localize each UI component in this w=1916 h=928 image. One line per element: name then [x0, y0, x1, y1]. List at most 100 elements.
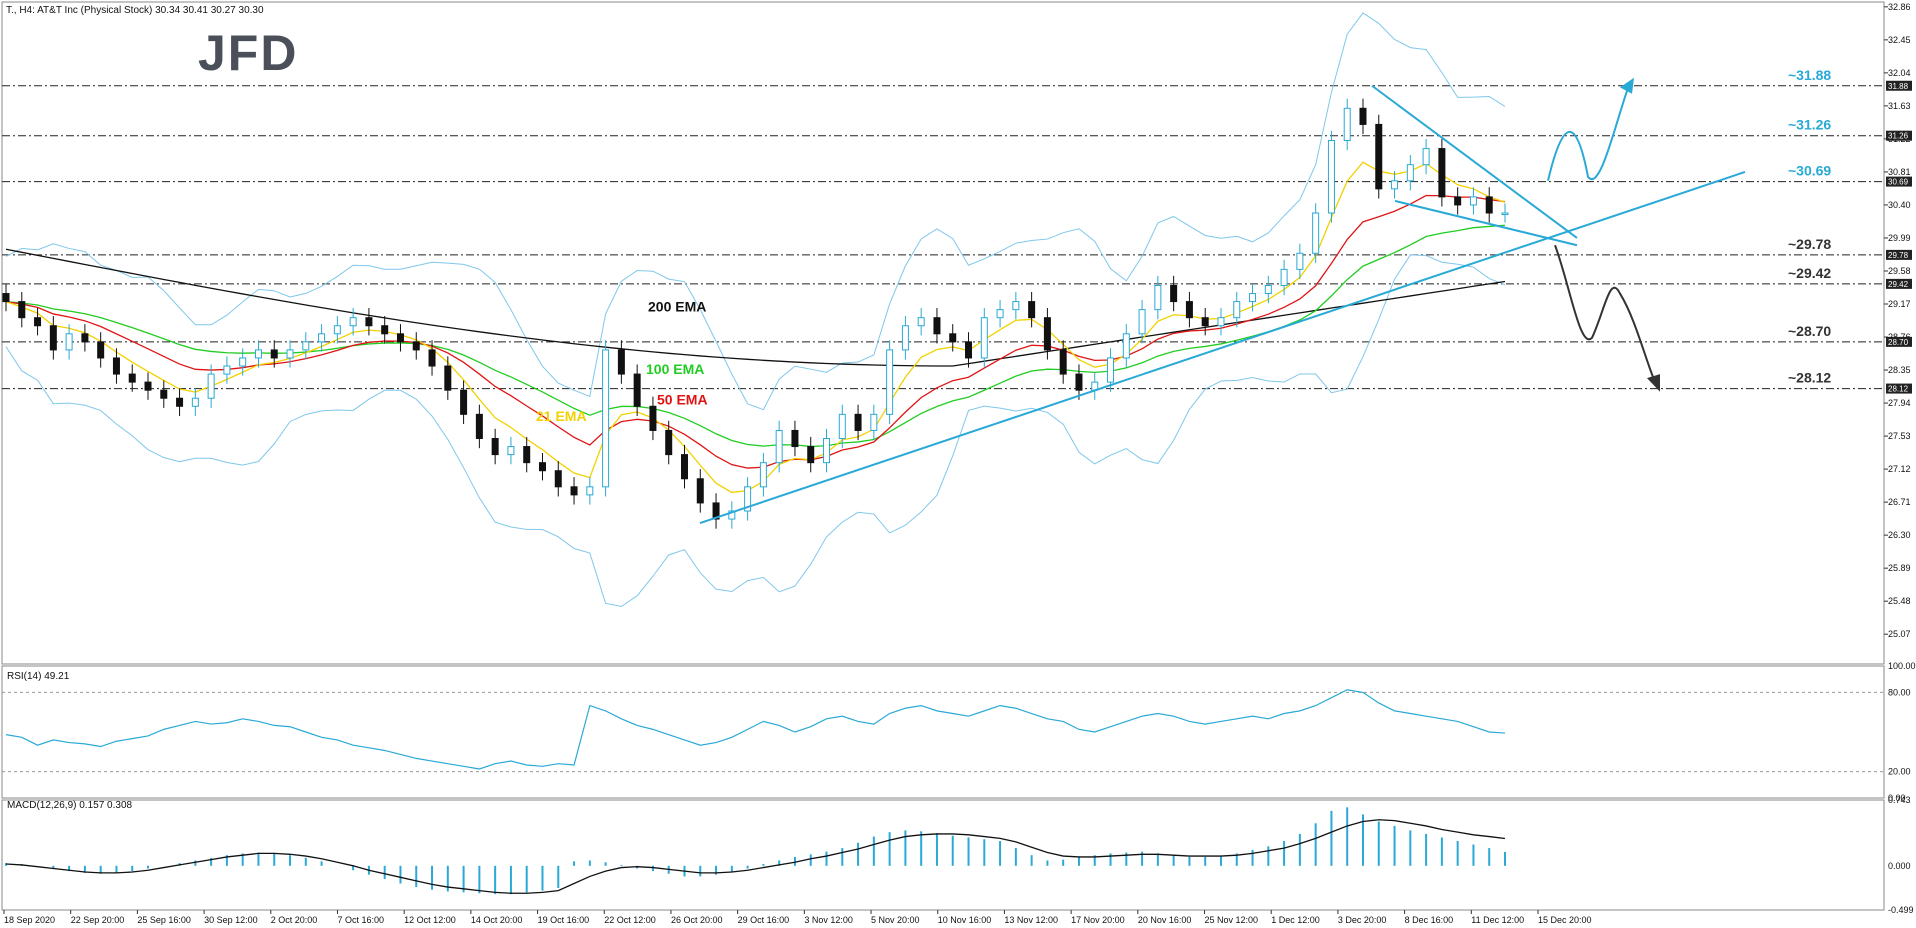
candle-body [1375, 123, 1383, 190]
axis-price-tag [1886, 249, 1912, 260]
rsi-label: RSI(14) 49.21 [7, 671, 70, 682]
ema-label: 200 EMA [648, 298, 706, 314]
candle-body [444, 365, 452, 391]
rsi-ytick-label: 100.00 [1888, 661, 1916, 671]
ema-label: 50 EMA [657, 392, 708, 408]
candle-body [1264, 284, 1272, 295]
candle-body [523, 446, 531, 464]
candle-body [901, 325, 909, 351]
candle-body [1469, 196, 1477, 206]
jfd-logo: JFD [198, 25, 296, 81]
xtick-label: 20 Nov 16:00 [1138, 915, 1192, 925]
axis-price-tag-label: 28.12 [1888, 385, 1909, 394]
key-level-label: ~29.78 [1788, 236, 1831, 252]
xtick-label: 26 Oct 20:00 [671, 915, 723, 925]
axis-price-tag [1886, 278, 1912, 289]
key-level-label: ~31.26 [1788, 117, 1831, 133]
xtick-label: 22 Oct 12:00 [604, 915, 656, 925]
candle-body [65, 333, 73, 351]
candle-body [1359, 107, 1367, 125]
price-ytick-label: 29.17 [1888, 299, 1911, 309]
candle-body [318, 333, 326, 343]
axis-price-tag [1886, 383, 1912, 394]
rsi-ytick-label: 80.00 [1888, 687, 1911, 697]
candle-body [728, 510, 736, 520]
price-ytick-label: 29.58 [1888, 266, 1911, 276]
axis-price-tag-label: 31.88 [1888, 82, 1909, 91]
ema-label: 100 EMA [646, 361, 704, 377]
candle-body [460, 389, 468, 415]
candle-body [554, 470, 562, 488]
axis-price-tag [1886, 176, 1912, 187]
wedge-lower-line [1394, 199, 1578, 247]
candle-body [1438, 148, 1446, 198]
candle-body [1154, 284, 1162, 311]
candle-body [49, 325, 57, 351]
price-ytick-label: 27.12 [1888, 464, 1911, 474]
candle-body [270, 349, 278, 359]
candle-body [712, 502, 720, 520]
support-trendline [699, 170, 1746, 525]
macd-ytick-label: 0.000 [1888, 861, 1911, 871]
candle-body [1201, 317, 1209, 327]
candle-body [696, 478, 704, 504]
candle-body [491, 438, 499, 456]
candle-body [254, 349, 262, 359]
candle-body [1075, 373, 1083, 391]
key-level-label: ~29.42 [1788, 265, 1831, 281]
bullish-arrowhead [1620, 77, 1634, 94]
macd-signal-line [5, 819, 1506, 894]
candle-body [854, 413, 862, 431]
xtick-label: 5 Nov 20:00 [871, 915, 920, 925]
xtick-label: 29 Oct 16:00 [738, 915, 790, 925]
axis-price-tag [1886, 336, 1912, 347]
candle-body [349, 317, 357, 327]
macd-panel [1, 799, 1885, 911]
candle-body [160, 389, 168, 399]
candle-body [1249, 293, 1257, 303]
bollinger-upper [5, 12, 1506, 411]
candle-body [1422, 148, 1430, 166]
price-ytick-label: 26.71 [1888, 497, 1911, 507]
candle-body [775, 429, 783, 464]
candle-body [428, 349, 436, 367]
candle-body [791, 429, 799, 448]
price-ytick-label: 29.99 [1888, 233, 1911, 243]
xtick-label: 25 Nov 12:00 [1205, 915, 1259, 925]
xtick-label: 2 Oct 20:00 [271, 915, 318, 925]
axis-price-tag-label: 30.69 [1888, 178, 1909, 187]
candle-body [365, 317, 373, 327]
candle-body [34, 317, 42, 327]
candle-body [1170, 284, 1178, 303]
xtick-label: 3 Nov 12:00 [804, 915, 853, 925]
price-ytick-label: 30.40 [1888, 200, 1911, 210]
bollinger-lower [5, 254, 1506, 608]
rsi-line [5, 689, 1506, 770]
candle-body [412, 341, 420, 351]
candle-body [1122, 333, 1130, 359]
bullish-scenario-arrow [1547, 87, 1629, 182]
candle-body [538, 462, 546, 472]
candle-body [665, 429, 673, 456]
candle-body [1327, 140, 1335, 214]
key-level-label: ~31.88 [1788, 67, 1831, 83]
price-ytick-label: 25.07 [1888, 629, 1911, 639]
price-ytick-label: 28.35 [1888, 365, 1911, 375]
candle-body [586, 486, 594, 496]
candle-body [1138, 309, 1146, 335]
xtick-label: 19 Oct 16:00 [538, 915, 590, 925]
macd-ytick-label: -0.499 [1888, 905, 1914, 915]
axis-price-tag-label: 29.42 [1888, 280, 1909, 289]
xtick-label: 13 Nov 12:00 [1004, 915, 1058, 925]
candle-body [838, 413, 846, 440]
candle-body [570, 486, 578, 496]
xtick-label: 3 Dec 20:00 [1338, 915, 1387, 925]
price-ytick-label: 25.48 [1888, 596, 1911, 606]
candle-body [1217, 317, 1225, 327]
candle-body [933, 317, 941, 335]
candle-body [617, 349, 625, 375]
xtick-label: 25 Sep 16:00 [137, 915, 191, 925]
xtick-label: 22 Sep 20:00 [71, 915, 125, 925]
candle-body [128, 373, 136, 383]
